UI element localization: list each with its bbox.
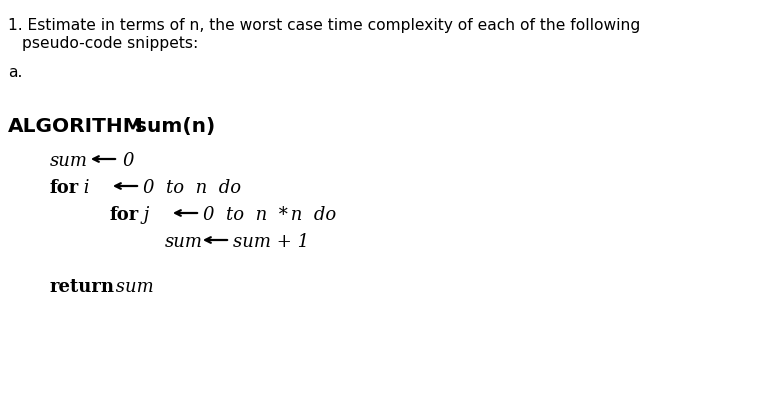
Text: i: i xyxy=(78,179,90,197)
Text: sum + 1: sum + 1 xyxy=(233,233,309,251)
Text: for: for xyxy=(110,206,139,224)
Text: j: j xyxy=(138,206,149,224)
Text: sum(n): sum(n) xyxy=(135,117,215,136)
Text: sum: sum xyxy=(165,233,203,251)
Text: 0  to  n  do: 0 to n do xyxy=(143,179,241,197)
Text: pseudo-code snippets:: pseudo-code snippets: xyxy=(22,36,198,51)
Text: ALGORITHM: ALGORITHM xyxy=(8,117,144,136)
Text: sum: sum xyxy=(110,278,154,296)
Text: 0  to  n: 0 to n xyxy=(203,206,267,224)
Text: return: return xyxy=(50,278,115,296)
Text: 1. Estimate in terms of n, the worst case time complexity of each of the followi: 1. Estimate in terms of n, the worst cas… xyxy=(8,18,640,33)
Text: *: * xyxy=(273,206,288,224)
Text: n  do: n do xyxy=(285,206,337,224)
Text: a.: a. xyxy=(8,65,22,80)
Text: for: for xyxy=(50,179,80,197)
Text: 0: 0 xyxy=(122,152,134,170)
Text: sum: sum xyxy=(50,152,88,170)
